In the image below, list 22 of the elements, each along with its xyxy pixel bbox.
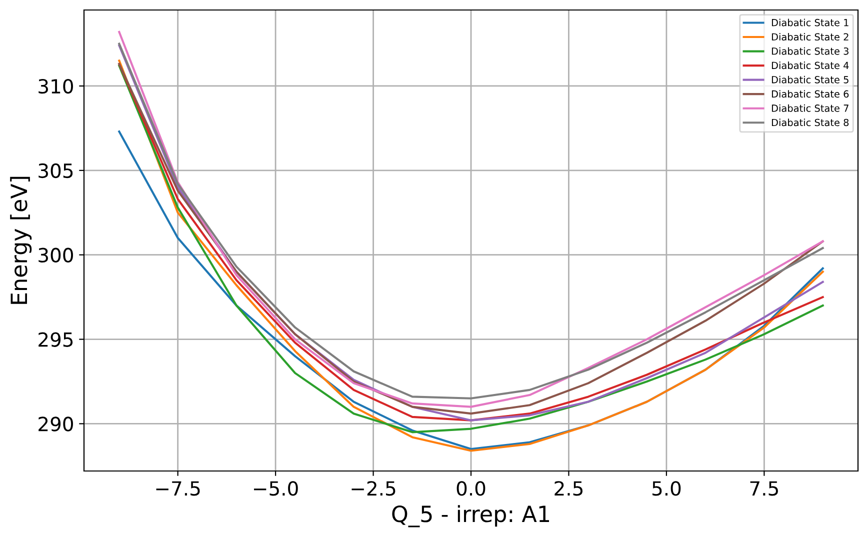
legend-label: Diabatic State 2 <box>772 33 848 41</box>
legend-label: Diabatic State 4 <box>772 62 849 70</box>
y-tick-label: 305 <box>38 163 73 178</box>
legend-label: Diabatic State 3 <box>772 47 848 55</box>
legend-label: Diabatic State 5 <box>772 76 848 84</box>
legend-label: Diabatic State 7 <box>772 104 848 112</box>
legend-label: Diabatic State 1 <box>772 18 848 26</box>
legend-label: Diabatic State 6 <box>772 90 849 98</box>
x-tick-label: 0.0 <box>456 481 486 496</box>
x-tick-label: −7.5 <box>156 481 200 496</box>
x-tick-label: 5.0 <box>652 481 681 496</box>
x-axis-title: Q_5 - irrep: A1 <box>392 505 550 528</box>
y-tick-label: 310 <box>38 78 73 94</box>
legend-label: Diabatic State 8 <box>772 118 849 126</box>
x-tick-label: −5.0 <box>254 481 298 496</box>
x-tick-label: 7.5 <box>750 481 778 496</box>
y-tick-label: 290 <box>38 416 73 432</box>
y-tick-label: 300 <box>38 248 73 263</box>
x-tick-label: −2.5 <box>352 481 396 496</box>
x-tick-label: 2.5 <box>554 481 582 496</box>
y-tick-label: 295 <box>38 332 73 347</box>
y-axis-title: Energy [eV] <box>10 176 32 304</box>
